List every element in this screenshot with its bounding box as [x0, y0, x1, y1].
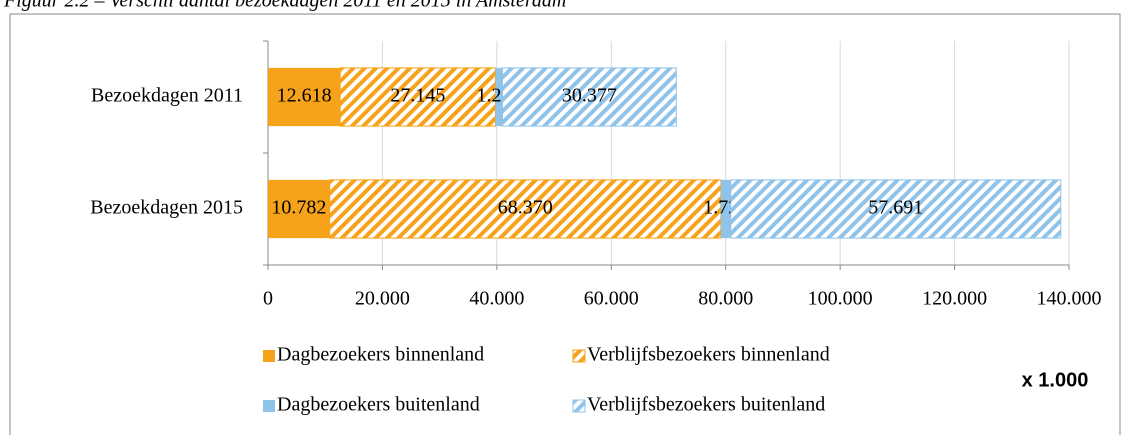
legend-swatch [572, 349, 586, 363]
legend-swatch [572, 399, 586, 413]
x-tick-label: 0 [263, 288, 273, 310]
data-label: 57.691 [868, 197, 923, 219]
data-label: 12.618 [277, 85, 332, 107]
x-tick-label: 20.000 [355, 288, 410, 310]
x-tick-label: 80.000 [698, 288, 753, 310]
chart-title: Figuur 2.2 – Verschil aantal bezoekdagen… [3, 0, 566, 12]
data-label: 30.377 [562, 85, 617, 107]
frame [9, 13, 1121, 435]
bar-segment [268, 67, 341, 127]
data-label: 68.370 [498, 197, 553, 219]
y-tick-label: Bezoekdagen 2015 [90, 197, 243, 219]
legend-label: Dagbezoekers buitenland [277, 394, 480, 416]
x-tick-label: 60.000 [584, 288, 639, 310]
legend-label: Verblijfsbezoekers binnenland [587, 344, 830, 366]
legend-swatch [263, 350, 275, 362]
x-tick-label: 40.000 [469, 288, 524, 310]
legend-swatch [263, 400, 275, 412]
x-tick-label: 120.000 [922, 288, 987, 310]
bar-segment [730, 179, 1062, 239]
data-label: 10.782 [271, 197, 326, 219]
bar-segment [501, 67, 677, 127]
bar-segment [720, 179, 731, 239]
legend-label: Dagbezoekers binnenland [277, 344, 484, 366]
x-tick-label: 100.000 [808, 288, 873, 310]
bar-segment [339, 67, 497, 127]
y-tick-label: Bezoekdagen 2011 [91, 85, 243, 107]
bar-segment [268, 179, 330, 239]
data-label: 27.145 [390, 85, 445, 107]
title-bg [0, 0, 520, 13]
annotation: x 1.000 [1022, 369, 1089, 391]
bar-segment [495, 67, 503, 127]
x-tick-label: 140.000 [1037, 288, 1102, 310]
legend-label: Verblijfsbezoekers buitenland [587, 394, 825, 416]
bar-segment [329, 179, 722, 239]
